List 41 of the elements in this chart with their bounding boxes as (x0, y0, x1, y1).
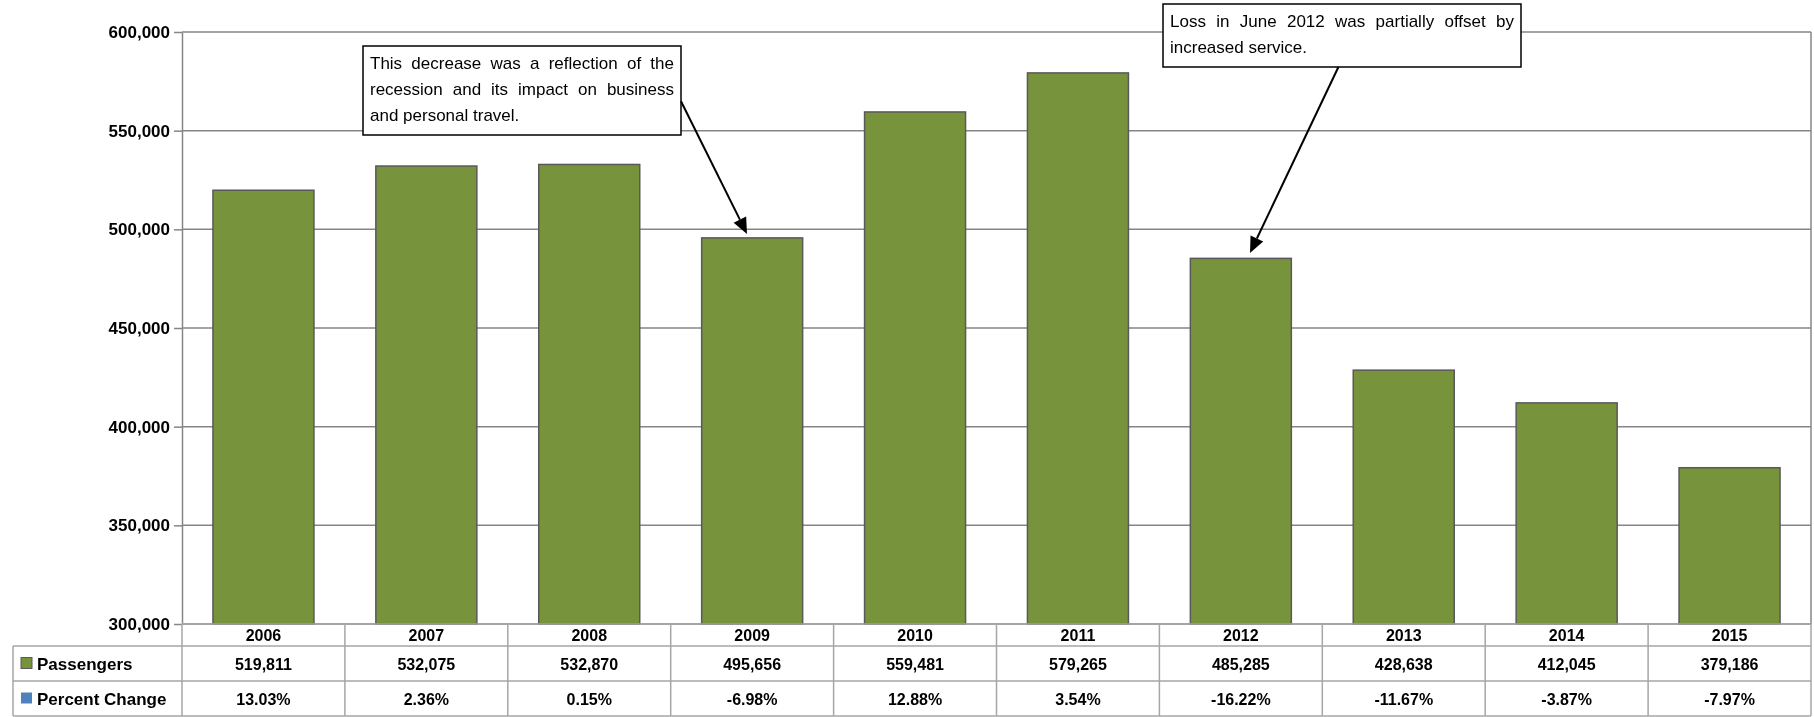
text: -3.87% (1541, 690, 1592, 708)
data-label: 532,870 (560, 655, 619, 673)
x-tick-label: 2009 (734, 627, 771, 644)
legend-label: Percent Change (37, 689, 167, 709)
data-label: 519,811 (234, 655, 293, 673)
data-label: 428,638 (1374, 655, 1433, 673)
annotation: Loss in June 2012 was partially offset by increased service. (1170, 12, 1515, 57)
legend-label: Passengers (37, 654, 133, 674)
text: 13.03% (236, 690, 291, 708)
data-label: 495,656 (723, 655, 782, 673)
data-label: 379,186 (1700, 655, 1759, 673)
y-tick-label: 600,000 (108, 22, 170, 42)
x-tick-label: 2013 (1385, 627, 1422, 644)
data-label: 579,265 (1049, 655, 1107, 673)
y-tick-label: 400,000 (108, 417, 170, 437)
x-tick-label: 2007 (408, 627, 445, 644)
x-tick-label: 2006 (245, 627, 282, 644)
text: -16.22% (1211, 690, 1271, 708)
data-label: 485,285 (1211, 655, 1270, 673)
y-tick-label: 300,000 (108, 614, 170, 634)
data-label: 532,075 (397, 655, 456, 673)
x-tick-label: 2011 (1060, 627, 1096, 644)
y-tick-label: 350,000 (108, 516, 170, 536)
text: 3.54% (1055, 690, 1101, 708)
text: -7.97% (1704, 690, 1755, 708)
text: 0.15% (566, 690, 612, 708)
text: -11.67% (1374, 690, 1434, 708)
data-label: 559,481 (886, 655, 945, 673)
text: 2.36% (403, 690, 450, 708)
text: -6.98% (726, 690, 778, 708)
y-tick-label: 500,000 (108, 220, 170, 240)
y-tick-label: 550,000 (108, 121, 170, 141)
x-tick-label: 2008 (571, 627, 608, 644)
x-tick-label: 2014 (1548, 627, 1585, 644)
x-tick-label: 2012 (1223, 627, 1259, 644)
annotation: This decrease was a reflection of the recession and its impact on business and personal travel. (370, 54, 674, 125)
x-tick-label: 2015 (1711, 627, 1748, 644)
data-label: 412,045 (1537, 655, 1596, 673)
text: 12.88% (887, 690, 943, 708)
x-tick-label: 2010 (897, 627, 933, 644)
y-tick-label: 450,000 (108, 318, 170, 338)
